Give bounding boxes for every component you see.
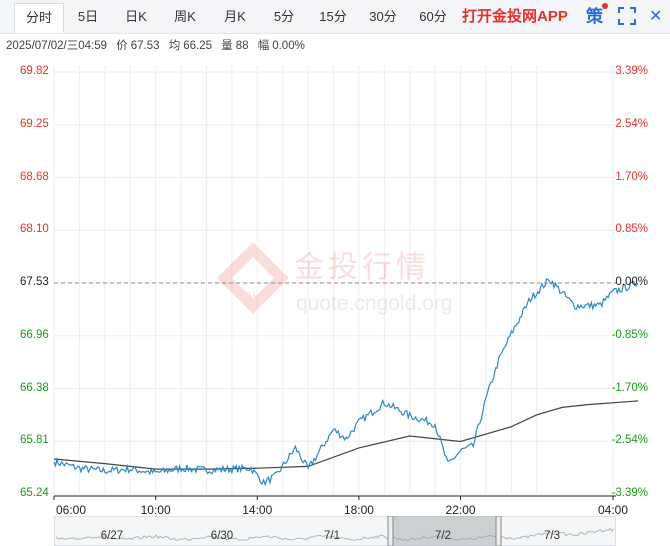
price-tick-label: 65.24 — [20, 487, 49, 499]
tab-15min[interactable]: 15分 — [319, 9, 347, 24]
navigator-handle-left[interactable] — [387, 516, 394, 546]
time-tick-label: 18:00 — [343, 503, 374, 517]
average-price-line — [53, 400, 639, 470]
price-tick-label: 69.25 — [20, 117, 49, 130]
volume-label: 量 — [221, 40, 233, 52]
percent-tick-label: 0.00% — [615, 276, 648, 288]
watermark-logo-icon — [217, 242, 289, 314]
percent-tick-label: 1.70% — [615, 170, 648, 183]
range-navigator[interactable] — [54, 516, 616, 546]
watermark: AU 金投行情 quote.cngold.org — [217, 242, 452, 315]
percent-tick-label: -1.70% — [611, 381, 648, 394]
price-tick-label: 65.81 — [20, 434, 49, 447]
navigator-date-label: 6/30 — [210, 530, 234, 542]
percent-tick-label: 3.39% — [615, 65, 648, 77]
x-axis-ticks — [53, 496, 614, 500]
tab-5min[interactable]: 5分 — [273, 9, 295, 24]
period-tabs: 分时 5日 日K 周K 月K 5分 15分 30分 60分 打开金投网APP 策… — [0, 0, 670, 34]
price-tick-label: 66.38 — [20, 381, 49, 394]
time-tick-label: 04:00 — [597, 503, 629, 517]
chart-grid — [53, 66, 616, 495]
percent-tick-label: 0.85% — [615, 223, 648, 236]
fullscreen-icon[interactable] — [617, 6, 637, 26]
navigator-date-label: 7/3 — [544, 530, 560, 542]
price-tick-label: 66.96 — [20, 328, 49, 341]
quote-datetime: 2025/07/02/三04:59 — [6, 40, 108, 52]
open-app-link[interactable]: 打开金投网APP — [462, 8, 568, 25]
percent-tick-label: 2.54% — [615, 117, 648, 130]
time-tick-label: 14:00 — [242, 503, 273, 517]
price-tick-label: 68.10 — [20, 223, 49, 236]
navigator-date-label: 7/2 — [435, 530, 451, 542]
watermark-badge: AU — [244, 288, 262, 303]
quote-info: 2025/07/02/三04:59 价 67.53 均 66.25 量 88 幅 0.0… — [6, 37, 311, 53]
percent-tick-label: -3.39% — [611, 487, 648, 499]
tab-weekly-k[interactable]: 周K — [174, 9, 196, 24]
tab-60min[interactable]: 60分 — [419, 9, 447, 24]
tab-30min[interactable]: 30分 — [369, 9, 397, 24]
percent-tick-label: -2.54% — [611, 434, 648, 447]
strategy-button[interactable]: 策 — [586, 7, 603, 26]
notification-dot — [602, 3, 608, 9]
watermark-name: 金投行情 — [294, 250, 430, 285]
volume-value: 88 — [235, 40, 249, 52]
navigator-series — [55, 527, 615, 542]
tab-daily-k[interactable]: 日K — [125, 9, 147, 24]
navigator-handle-right[interactable] — [495, 516, 502, 546]
time-tick-label: 22:00 — [445, 503, 476, 517]
watermark-url: quote.cngold.org — [296, 292, 452, 315]
navigator-selection — [392, 516, 498, 546]
price-tick-label: 68.68 — [20, 170, 49, 183]
close-icon[interactable]: ✕ — [649, 8, 663, 25]
price-value: 67.53 — [130, 40, 160, 52]
avg-label: 均 — [168, 40, 181, 52]
tab-intraday[interactable]: 分时 — [14, 3, 64, 33]
price-label: 价 — [116, 40, 128, 52]
amplitude-label: 幅 — [257, 40, 270, 52]
tab-5day[interactable]: 5日 — [77, 9, 99, 24]
amplitude-value: 0.00% — [272, 40, 305, 52]
price-tick-label: 69.82 — [20, 65, 49, 77]
price-tick-label: 67.53 — [20, 276, 49, 288]
navigator-date-label: 7/1 — [324, 530, 340, 542]
percent-tick-label: -0.85% — [611, 328, 648, 341]
time-tick-label: 10:00 — [140, 503, 171, 517]
avg-value: 66.25 — [183, 40, 212, 52]
tab-monthly-k[interactable]: 月K — [224, 9, 246, 24]
navigator-date-label: 6/27 — [100, 530, 124, 542]
price-line — [53, 278, 639, 487]
time-tick-label: 06:00 — [56, 503, 87, 517]
